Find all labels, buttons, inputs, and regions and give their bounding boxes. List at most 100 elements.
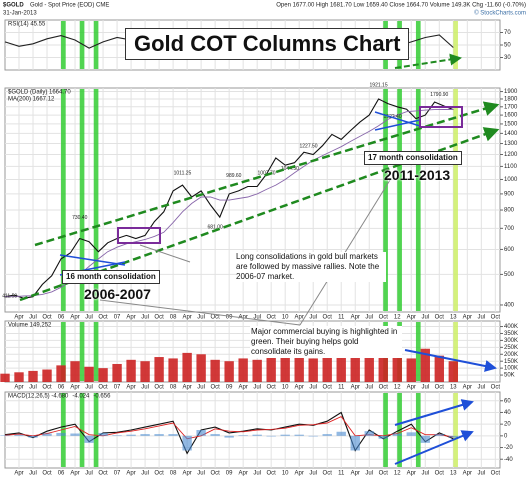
cot-column — [453, 393, 458, 467]
bar — [308, 358, 318, 382]
bar — [294, 434, 304, 436]
x-tick-label: Jul — [421, 385, 429, 391]
y-tick-label: 1600 — [504, 113, 518, 119]
bar — [140, 434, 150, 436]
bar — [322, 350, 332, 382]
x-tick-label: 13 — [450, 315, 457, 321]
x-tick-label: Oct — [210, 471, 220, 477]
x-tick-label: Apr — [126, 385, 135, 391]
credit: © StockCharts.com — [474, 10, 526, 17]
annotation: 2011-2013 — [384, 167, 451, 183]
y-tick-label: 400K — [504, 324, 518, 330]
bar — [364, 431, 374, 436]
x-tick-label: Oct — [98, 471, 108, 477]
x-tick-label: Oct — [435, 315, 445, 321]
x-tick-label: 10 — [282, 315, 289, 321]
x-tick-label: Apr — [463, 471, 472, 477]
y-tick-label: 1800 — [504, 97, 518, 103]
bar — [182, 352, 192, 382]
date: 31-Jan-2013 — [3, 11, 37, 17]
cot-column — [93, 393, 99, 467]
cot-column — [453, 89, 458, 311]
x-tick-label: Jul — [141, 385, 149, 391]
bar — [196, 430, 206, 436]
y-tick-label: 70 — [504, 30, 511, 36]
x-tick-label: 10 — [282, 471, 289, 477]
price-label: 681.00 — [207, 224, 223, 230]
y-tick-label: 700 — [504, 226, 515, 232]
cot-column — [79, 322, 85, 381]
y-tick-label: 60 — [504, 398, 511, 404]
x-tick-label: 12 — [394, 315, 401, 321]
triangle-line — [374, 111, 421, 127]
bar — [448, 435, 458, 438]
consolidation-box — [419, 106, 463, 128]
annotation: 17 month consolidation — [364, 151, 462, 165]
legend-entry: MA(200) 1667.12 — [8, 97, 55, 103]
x-tick-label: Oct — [210, 385, 220, 391]
bar — [336, 340, 346, 382]
y-tick-label: 1400 — [504, 131, 518, 137]
x-tick-label: 11 — [338, 471, 345, 477]
x-tick-label: Jul — [365, 471, 373, 477]
y-tick-label: 800 — [504, 208, 515, 214]
x-tick-label: Jul — [477, 471, 485, 477]
x-tick-label: Apr — [238, 471, 247, 477]
x-tick-label: Jul — [309, 315, 317, 321]
x-tick-label: 12 — [394, 471, 401, 477]
y-tick-label: 500 — [504, 272, 515, 278]
bar — [126, 434, 136, 436]
x-tick-label: 12 — [394, 385, 401, 391]
bar — [56, 365, 66, 382]
bar — [14, 372, 24, 382]
bar — [336, 431, 346, 436]
triangle-line — [59, 254, 126, 266]
bar — [126, 359, 136, 382]
bar — [84, 435, 94, 443]
x-tick-label: 08 — [170, 471, 177, 477]
x-tick-label: Jul — [253, 315, 261, 321]
series-line — [4, 416, 454, 440]
x-tick-label: Oct — [435, 471, 445, 477]
cot-column — [93, 89, 99, 311]
price-label: 1790.90 — [430, 92, 448, 98]
x-tick-label: Oct — [267, 471, 277, 477]
x-tick-label: Apr — [295, 385, 304, 391]
y-tick-label: 1900 — [504, 89, 518, 95]
bar — [154, 357, 164, 382]
bar — [406, 432, 416, 436]
bar — [196, 354, 206, 382]
y-tick-label: -40 — [504, 457, 513, 463]
bar — [28, 370, 38, 382]
bar — [266, 435, 276, 437]
x-tick-label: Oct — [42, 471, 52, 477]
cot-column — [383, 393, 388, 467]
x-tick-label: Jul — [29, 385, 37, 391]
bar — [112, 363, 122, 382]
x-tick-label: Apr — [14, 471, 23, 477]
y-tick-label: 50K — [504, 373, 515, 379]
bar — [420, 435, 430, 443]
y-tick-label: 1300 — [504, 141, 518, 147]
bar — [210, 359, 220, 382]
price-label: 1921.15 — [370, 82, 388, 88]
consolidation-box — [117, 227, 161, 244]
bar — [56, 432, 66, 436]
x-tick-label: Jul — [197, 471, 205, 477]
cot-column — [61, 21, 66, 69]
cot-column — [415, 89, 421, 311]
x-tick-label: Oct — [323, 471, 333, 477]
x-tick-label: Oct — [491, 385, 501, 391]
bar — [280, 355, 290, 382]
annotation: Long consolidations in gold bull markets… — [236, 252, 386, 282]
bar — [0, 373, 10, 382]
x-tick-label: Oct — [267, 385, 277, 391]
x-tick-label: 13 — [450, 471, 457, 477]
cot-column — [61, 322, 66, 381]
y-tick-label: 100K — [504, 366, 518, 372]
price-label: 1011.25 — [174, 170, 192, 176]
legend-entry: RSI(14) 45.55 — [8, 22, 46, 28]
x-tick-label: Oct — [491, 315, 501, 321]
